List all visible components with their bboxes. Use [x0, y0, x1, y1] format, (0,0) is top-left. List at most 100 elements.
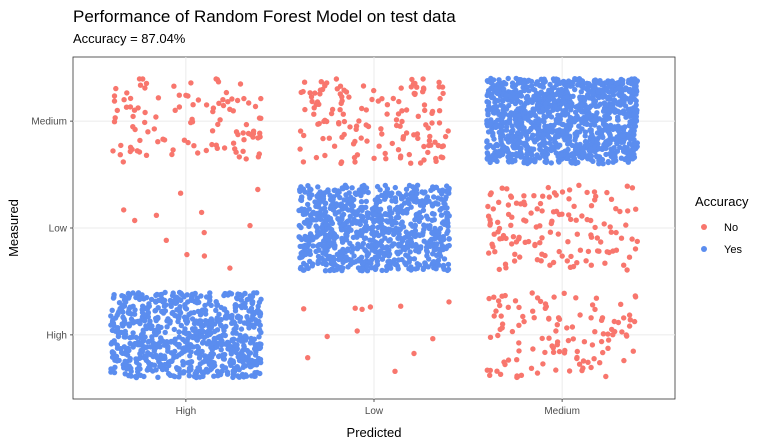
data-point-no	[573, 217, 579, 223]
data-point-yes	[631, 111, 637, 118]
data-point-yes	[346, 218, 352, 224]
data-point-no	[151, 126, 157, 132]
data-point-yes	[518, 145, 524, 152]
data-point-no	[619, 329, 625, 335]
data-point-yes	[192, 370, 198, 377]
data-point-no	[532, 241, 538, 248]
data-point-no	[559, 211, 565, 217]
data-point-yes	[413, 199, 419, 205]
data-point-yes	[579, 126, 585, 132]
data-point-yes	[126, 295, 132, 301]
data-point-no	[241, 137, 247, 143]
data-point-yes	[339, 185, 345, 191]
data-point-yes	[140, 347, 146, 353]
data-point-no	[505, 357, 512, 363]
data-point-no	[326, 135, 332, 141]
data-point-no	[183, 92, 189, 99]
data-point-yes	[197, 353, 203, 359]
data-point-no	[130, 113, 136, 120]
data-point-no	[240, 130, 246, 136]
data-point-yes	[172, 336, 178, 342]
data-point-yes	[405, 253, 411, 259]
data-point-yes	[587, 154, 593, 160]
data-point-no	[497, 236, 503, 242]
data-point-yes	[122, 351, 129, 357]
data-point-no	[539, 235, 545, 241]
data-point-yes	[223, 291, 229, 297]
data-point-no	[230, 108, 236, 114]
data-point-no	[379, 131, 385, 137]
data-point-no	[430, 336, 436, 342]
data-point-yes	[224, 369, 231, 375]
data-point-yes	[161, 297, 168, 303]
data-point-yes	[410, 184, 416, 190]
data-point-yes	[137, 366, 143, 372]
data-point-no	[539, 335, 545, 342]
data-point-yes	[153, 331, 159, 338]
data-point-yes	[166, 317, 172, 324]
data-point-no	[398, 85, 404, 91]
data-point-no	[516, 348, 522, 354]
data-point-no	[609, 326, 615, 333]
data-point-no	[393, 122, 400, 129]
data-point-yes	[340, 259, 346, 266]
data-point-yes	[220, 353, 226, 360]
data-point-yes	[157, 344, 163, 350]
data-point-yes	[612, 108, 618, 114]
data-point-no	[121, 97, 127, 103]
data-point-yes	[351, 253, 357, 259]
data-point-yes	[376, 252, 382, 258]
data-point-yes	[509, 80, 516, 86]
data-point-yes	[196, 299, 202, 305]
data-point-yes	[176, 308, 182, 314]
data-point-yes	[122, 358, 128, 364]
data-point-no	[533, 224, 539, 230]
data-point-no	[548, 220, 554, 227]
data-point-yes	[614, 80, 621, 86]
data-point-yes	[518, 150, 524, 156]
data-point-no	[359, 105, 365, 112]
data-point-yes	[365, 214, 371, 221]
data-point-no	[302, 106, 308, 113]
data-point-yes	[601, 127, 607, 133]
data-point-yes	[124, 366, 130, 372]
data-point-no	[421, 102, 428, 108]
data-point-no	[514, 357, 520, 363]
data-point-yes	[338, 227, 345, 233]
data-point-no	[308, 94, 315, 100]
data-point-yes	[178, 350, 185, 356]
data-point-yes	[582, 138, 589, 145]
data-point-yes	[321, 190, 328, 196]
data-point-yes	[310, 243, 316, 249]
data-point-no	[172, 107, 178, 114]
data-point-no	[498, 313, 504, 319]
data-point-yes	[532, 112, 539, 119]
data-point-yes	[443, 194, 449, 200]
data-point-yes	[314, 210, 320, 217]
data-point-no	[564, 258, 570, 264]
data-point-yes	[335, 263, 341, 270]
data-point-no	[583, 258, 589, 264]
data-point-yes	[195, 365, 201, 371]
data-point-no	[403, 130, 410, 136]
data-point-no	[438, 154, 444, 160]
data-point-no	[611, 318, 617, 325]
data-point-no	[546, 194, 552, 200]
data-point-no	[593, 295, 600, 301]
data-point-yes	[414, 190, 420, 197]
data-point-no	[378, 126, 384, 132]
data-point-yes	[137, 351, 143, 357]
data-point-no	[201, 253, 208, 259]
data-point-yes	[130, 344, 136, 350]
data-point-no	[311, 111, 317, 117]
data-point-yes	[392, 261, 398, 268]
data-point-no	[347, 124, 353, 130]
data-point-no	[214, 145, 220, 151]
data-point-yes	[153, 307, 159, 313]
data-point-no	[490, 206, 496, 212]
data-point-yes	[608, 89, 614, 95]
data-point-no	[436, 79, 442, 86]
data-point-yes	[133, 373, 139, 380]
data-point-yes	[345, 246, 351, 252]
data-point-no	[499, 185, 505, 191]
